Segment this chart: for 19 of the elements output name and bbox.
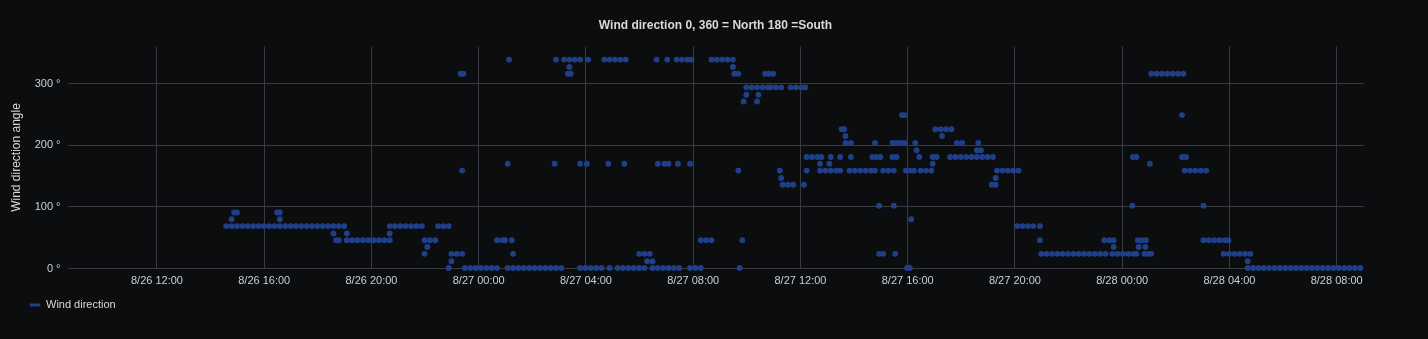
y-tick-label: 100 ° [34,199,61,212]
legend-label: Wind direction [46,298,116,310]
x-tick-label: 8/28 04:00 [1203,273,1256,286]
x-tick-label: 8/28 08:00 [1310,273,1363,286]
x-tick-label: 8/28 00:00 [1096,273,1149,286]
x-tick-label: 8/26 16:00 [238,273,291,286]
x-tick-label: 8/27 12:00 [774,273,827,286]
y-tick-label: 200 ° [34,138,61,151]
y-axis-title: Wind direction angle [8,102,23,212]
x-tick-label: 8/27 16:00 [881,273,934,286]
x-tick-label: 8/26 20:00 [345,273,398,286]
x-tick-label: 8/27 20:00 [988,273,1041,286]
x-tick-label: 8/27 08:00 [667,273,720,286]
y-tick-label: 0 ° [46,261,61,274]
y-tick-label: 300 ° [34,76,61,89]
x-tick-label: 8/26 12:00 [130,273,183,286]
x-tick-label: 8/27 00:00 [452,273,505,286]
x-tick-label: 8/27 04:00 [559,273,612,286]
chart-title: Wind direction 0, 360 = North 180 =South [598,18,833,32]
